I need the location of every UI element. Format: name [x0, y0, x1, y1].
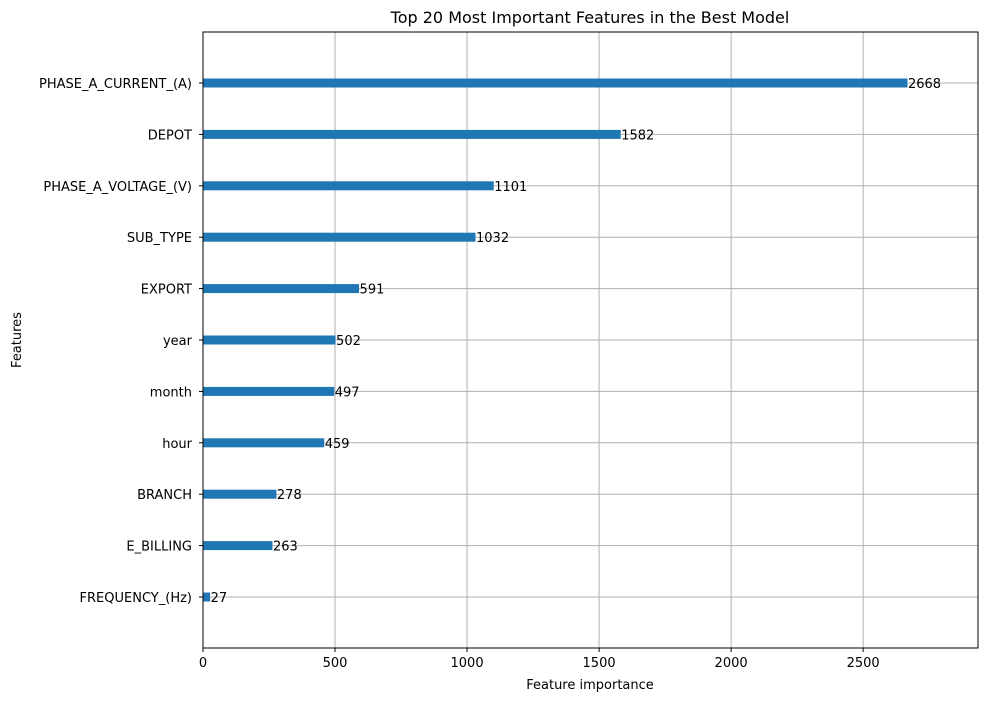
data-label: 459	[325, 437, 350, 452]
y-axis-title: Features	[10, 312, 25, 368]
y-ticks: PHASE_A_CURRENT_(A) DEPOT PHASE_A_VOLTAGE_…	[39, 77, 203, 606]
y-tick-label: PHASE_A_CURRENT_(A)	[39, 77, 192, 92]
bar	[203, 489, 277, 499]
bar	[203, 386, 335, 396]
bar	[203, 438, 325, 448]
y-tick-label: BRANCH	[137, 488, 192, 503]
x-tick-label: 1000	[451, 656, 484, 671]
y-tick-label: FREQUENCY_(Hz)	[80, 591, 192, 606]
x-tick-label: 500	[323, 656, 348, 671]
data-label: 591	[360, 283, 385, 298]
y-tick-label: hour	[162, 437, 192, 452]
data-label: 497	[335, 385, 360, 400]
data-label: 2668	[908, 77, 941, 92]
bar	[203, 335, 336, 345]
x-tick-label: 1500	[583, 656, 616, 671]
data-label: 1101	[494, 180, 527, 195]
chart-title: Top 20 Most Important Features in the Be…	[390, 8, 790, 27]
bar	[203, 232, 476, 242]
bar	[203, 541, 273, 551]
data-label: 27	[211, 591, 228, 606]
bar	[203, 592, 211, 602]
data-label: 263	[273, 540, 298, 555]
y-tick-label: month	[150, 385, 192, 400]
x-tick-label: 2000	[715, 656, 748, 671]
data-label: 1582	[621, 128, 654, 143]
y-tick-label: DEPOT	[148, 128, 192, 143]
data-labels: 2668 1582 1101 1032 591 502 497 459 278 263 27	[211, 77, 941, 606]
y-tick-label: EXPORT	[141, 283, 192, 298]
y-tick-label: E_BILLING	[126, 540, 192, 555]
x-tick-label: 0	[199, 656, 207, 671]
bars	[203, 78, 908, 602]
x-tick-label: 2500	[847, 656, 880, 671]
data-label: 278	[277, 488, 302, 503]
bar	[203, 181, 494, 191]
y-tick-label: year	[163, 334, 193, 349]
bar	[203, 129, 621, 139]
bar	[203, 284, 360, 294]
data-label: 1032	[476, 231, 509, 246]
bar	[203, 78, 908, 88]
data-label: 502	[336, 334, 361, 349]
x-ticks: 0 500 1000 1500 2000 2500	[199, 648, 880, 671]
x-axis-title: Feature importance	[526, 678, 654, 693]
y-tick-label: PHASE_A_VOLTAGE_(V)	[43, 180, 192, 195]
y-tick-label: SUB_TYPE	[127, 231, 192, 246]
